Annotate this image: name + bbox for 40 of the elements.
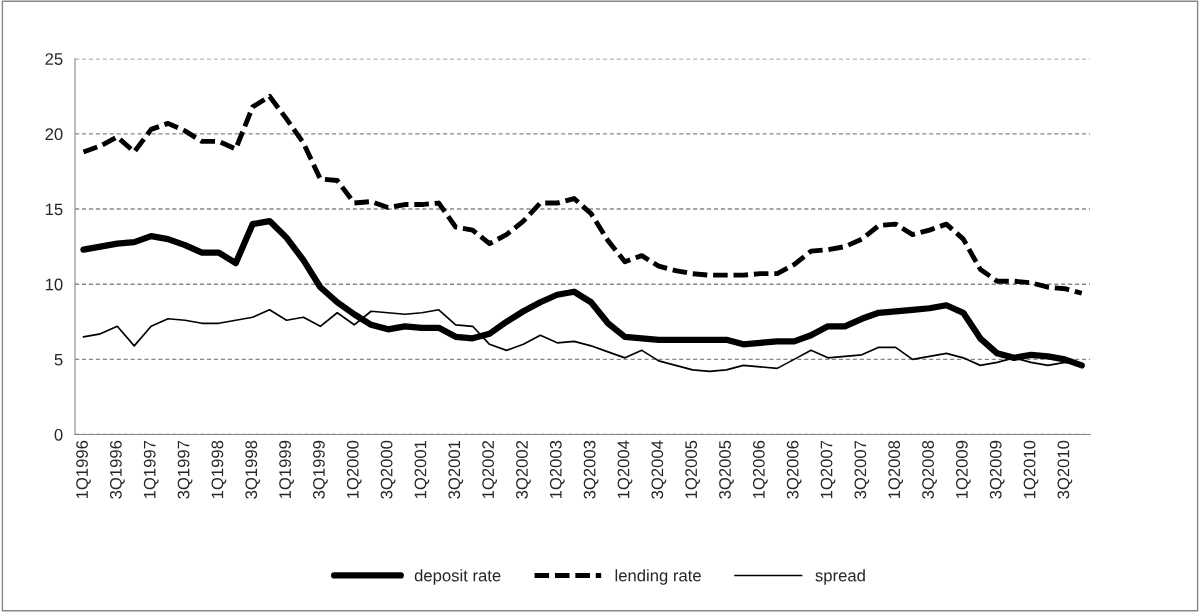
y-tick-label: 10 xyxy=(45,278,63,291)
x-tick-label: 1Q2010 xyxy=(1023,440,1039,499)
x-tick-label: 1Q2000 xyxy=(346,440,362,499)
y-tick-label: 0 xyxy=(54,428,63,441)
x-tick-label: 3Q1997 xyxy=(177,440,193,499)
x-tick-label: 1Q2004 xyxy=(617,440,633,499)
x-tick-label: 3Q1999 xyxy=(313,440,328,499)
y-tick-label: 15 xyxy=(45,203,63,216)
x-tick-label: 3Q2001 xyxy=(448,440,464,499)
x-tick-label: 3Q2006 xyxy=(786,440,802,499)
x-tick-label: 3Q2002 xyxy=(516,440,531,499)
legend-label: spread xyxy=(815,569,865,585)
x-tick-label: 3Q2010 xyxy=(1057,440,1073,499)
x-tick-label: 1Q2001 xyxy=(414,440,430,499)
x-tick-label: 1Q2008 xyxy=(888,440,904,499)
x-tick-label: 3Q2000 xyxy=(380,440,396,499)
y-tick-label: 5 xyxy=(54,353,63,366)
y-tick-label: 25 xyxy=(45,53,63,65)
line-series xyxy=(81,93,1085,296)
x-tick-label: 1Q2005 xyxy=(685,440,701,499)
x-tick-label: 3Q2005 xyxy=(719,440,734,499)
y-tick-label: 20 xyxy=(45,128,63,141)
legend-label: lending rate xyxy=(615,569,701,585)
x-tick-label: 3Q2007 xyxy=(854,440,870,499)
x-tick-label: 1Q2009 xyxy=(955,440,971,499)
legend-label: deposit rate xyxy=(414,569,501,585)
x-tick-label: 3Q1998 xyxy=(245,440,261,499)
x-tick-label: 1Q2007 xyxy=(820,440,836,499)
x-tick-label: 1Q2006 xyxy=(752,440,768,499)
x-tick-label: 1Q1998 xyxy=(211,440,227,499)
x-tick-label: 3Q1996 xyxy=(109,440,125,499)
x-tick-label: 3Q2009 xyxy=(989,440,1005,499)
x-tick-label: 1Q2003 xyxy=(549,440,565,499)
x-tick-label: 3Q2008 xyxy=(922,440,937,499)
x-tick-label: 1Q2002 xyxy=(482,440,497,499)
x-tick-label: 1Q1999 xyxy=(279,440,294,499)
x-tick-label: 3Q2003 xyxy=(583,440,599,499)
x-tick-label: 3Q2004 xyxy=(651,440,667,499)
x-tick-label: 1Q1996 xyxy=(76,440,91,499)
x-tick-label: 1Q1997 xyxy=(143,440,159,499)
